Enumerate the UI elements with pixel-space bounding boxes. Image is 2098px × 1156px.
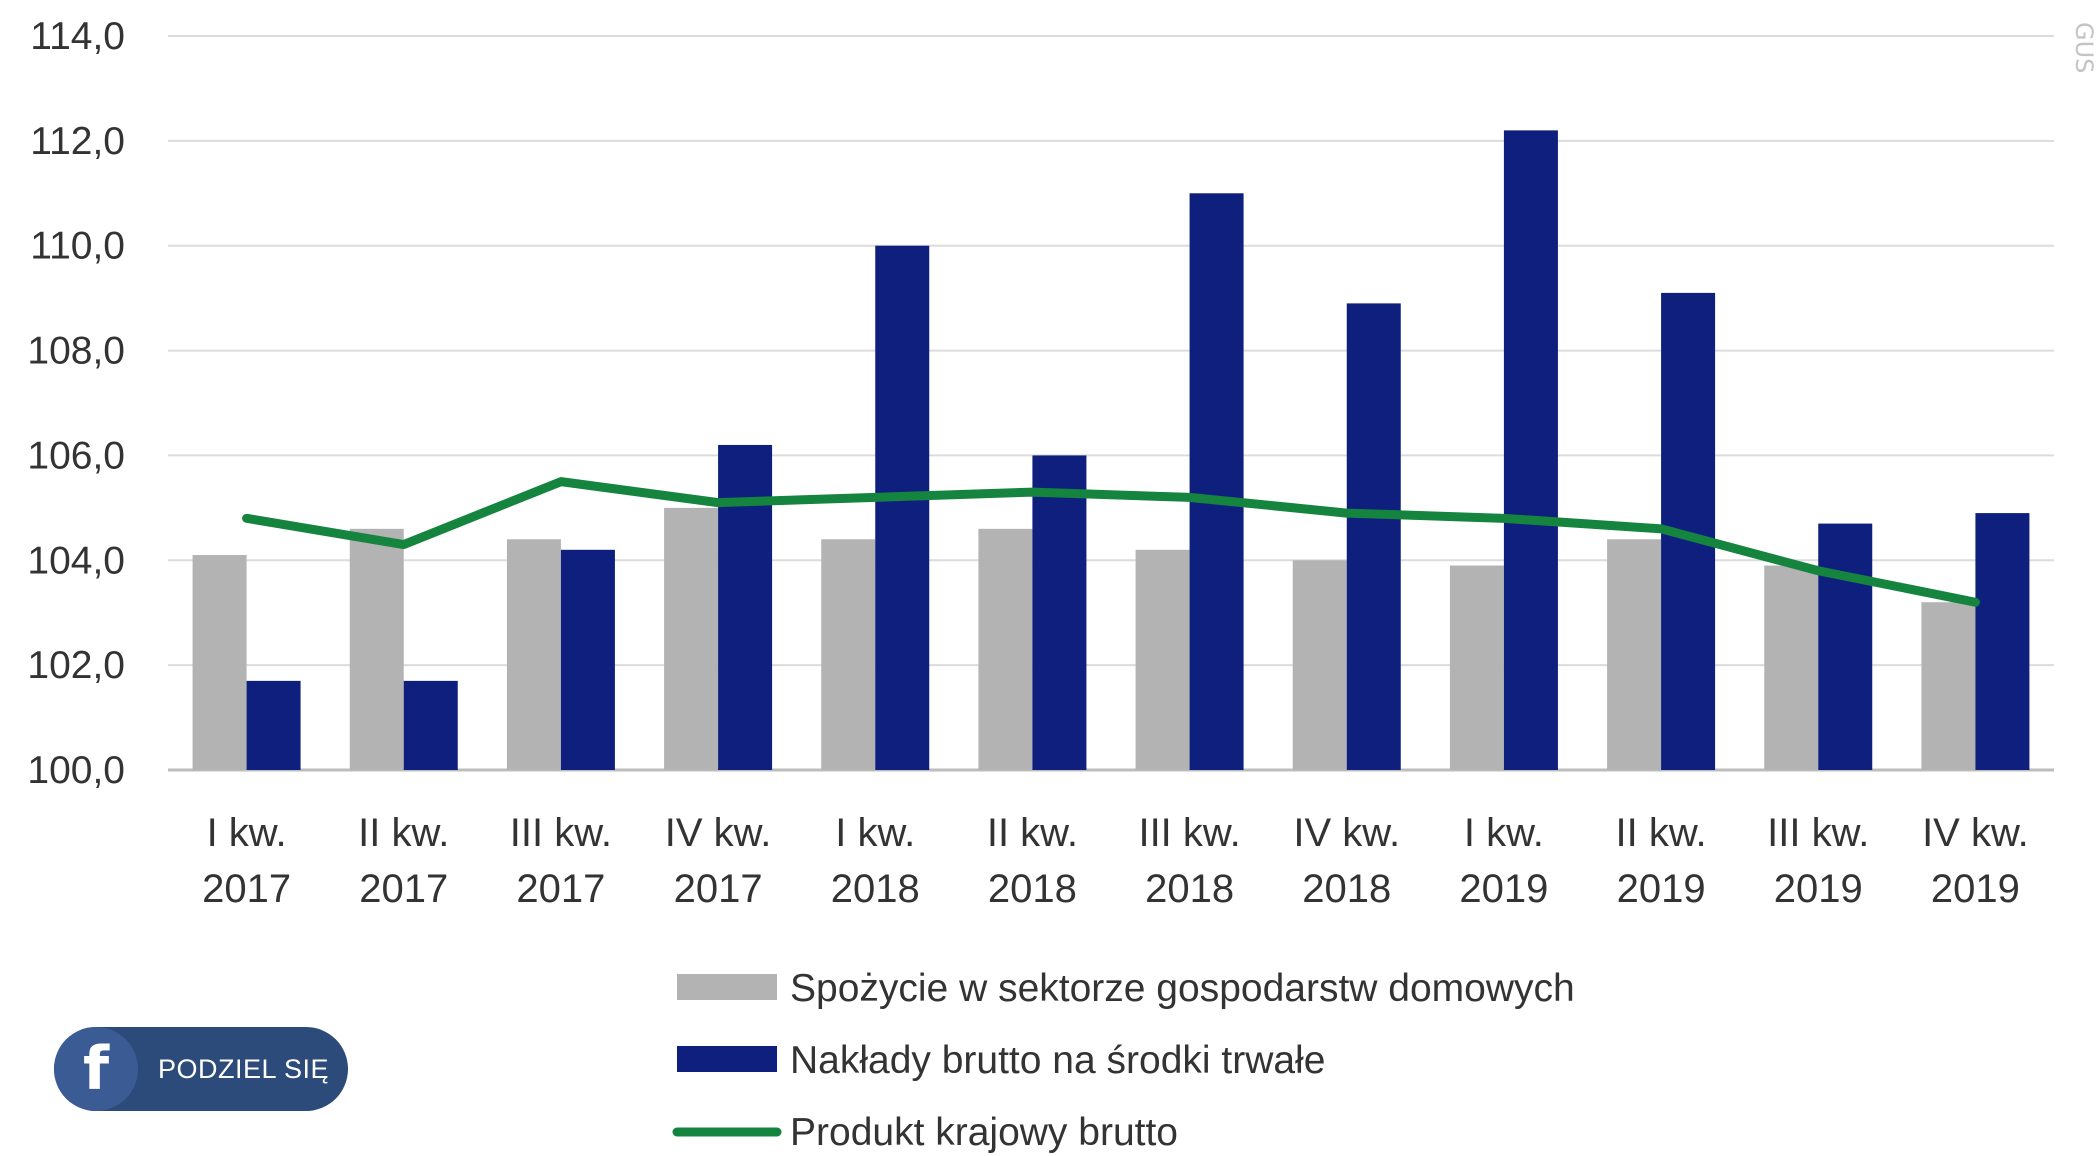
legend-label: Nakłady brutto na środki trwałe — [790, 1039, 1325, 1082]
legend-swatch — [677, 974, 777, 1000]
bar-naklady — [246, 680, 301, 770]
share-button[interactable]: f PODZIEL SIĘ — [54, 1027, 348, 1111]
x-tick-label: III kw. 2019 — [1767, 811, 1869, 911]
x-tick-label: II kw. 2017 — [358, 811, 449, 911]
x-tick-label: IV kw. 2019 — [1922, 811, 2029, 911]
bar-naklady — [875, 245, 930, 770]
bar-spozycie — [1449, 565, 1504, 770]
legend-label: Produkt krajowy brutto — [790, 1111, 1178, 1154]
y-tick-label: 114,0 — [30, 15, 125, 58]
x-tick-label: IV kw. 2018 — [1293, 811, 1400, 911]
bar-spozycie — [1135, 549, 1190, 770]
watermark: GUS — [2070, 22, 2098, 74]
bar-naklady — [1346, 303, 1401, 770]
y-tick-label: 110,0 — [30, 225, 125, 268]
bar-spozycie — [506, 539, 561, 770]
bar-naklady — [560, 549, 615, 770]
bar-spozycie — [1607, 539, 1662, 770]
bar-naklady — [1975, 513, 2030, 770]
x-tick-label: I kw. 2019 — [1459, 811, 1548, 911]
legend-swatch — [677, 1046, 777, 1072]
bar-naklady — [403, 680, 458, 770]
bar-spozycie — [349, 528, 404, 770]
y-tick-label: 108,0 — [27, 330, 125, 373]
y-tick-label: 100,0 — [27, 749, 125, 792]
bar-spozycie — [1764, 565, 1819, 770]
legend-label: Spożycie w sektorze gospodarstw domowych — [790, 967, 1575, 1010]
bar-spozycie — [192, 555, 247, 770]
bar-naklady — [1189, 193, 1244, 771]
x-tick-label: I kw. 2018 — [831, 811, 920, 911]
bar-spozycie — [664, 507, 719, 770]
bar-naklady — [1503, 130, 1558, 770]
y-tick-label: 104,0 — [27, 539, 125, 582]
x-tick-label: II kw. 2018 — [987, 811, 1078, 911]
facebook-f-glyph: f — [82, 1034, 110, 1104]
x-tick-label: III kw. 2018 — [1138, 811, 1240, 911]
x-tick-label: IV kw. 2017 — [665, 811, 772, 911]
y-tick-label: 102,0 — [27, 644, 125, 687]
x-tick-label: I kw. 2017 — [202, 811, 291, 911]
x-tick-label: II kw. 2019 — [1616, 811, 1707, 911]
bar-spozycie — [1292, 560, 1347, 770]
y-tick-label: 112,0 — [30, 120, 125, 163]
facebook-icon: f — [54, 1027, 138, 1111]
bar-naklady — [1818, 523, 1873, 770]
bar-spozycie — [978, 528, 1033, 770]
bar-spozycie — [1921, 602, 1976, 770]
line-pkb — [242, 477, 1980, 607]
bar-spozycie — [821, 539, 876, 770]
y-tick-label: 106,0 — [27, 434, 125, 477]
x-tick-label: III kw. 2017 — [510, 811, 612, 911]
share-label: PODZIEL SIĘ — [158, 1053, 330, 1084]
bar-naklady — [718, 444, 773, 770]
bar-naklady — [1032, 455, 1087, 770]
